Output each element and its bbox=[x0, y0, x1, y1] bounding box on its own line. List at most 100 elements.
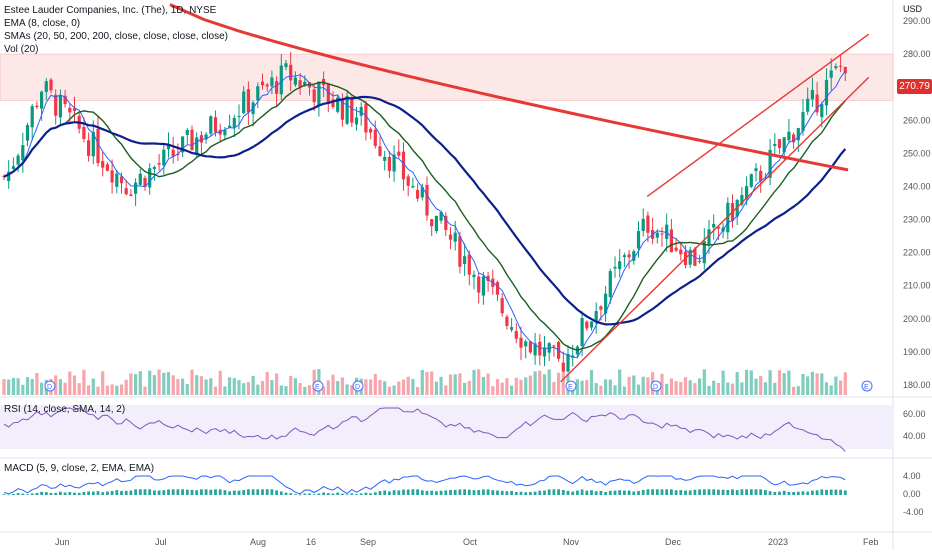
macd-histogram-bar bbox=[143, 489, 147, 495]
volume-bar bbox=[364, 379, 368, 395]
volume-bar bbox=[810, 371, 814, 395]
legend-smas[interactable]: SMAs (20, 50, 200, 200, close, close, cl… bbox=[4, 31, 228, 42]
macd-histogram-bar bbox=[449, 489, 452, 495]
candle-body bbox=[514, 331, 518, 339]
volume-bar bbox=[721, 370, 725, 395]
volume-bar bbox=[171, 375, 175, 395]
macd-histogram-bar bbox=[322, 492, 325, 495]
macd-histogram-bar bbox=[181, 489, 184, 495]
candle-body bbox=[712, 223, 716, 228]
macd-histogram-bar bbox=[200, 489, 203, 495]
rsi-line bbox=[3, 407, 846, 452]
rsi-tick-label: 40.00 bbox=[903, 431, 926, 441]
macd-histogram-bar bbox=[218, 489, 222, 495]
macd-histogram-bar bbox=[435, 491, 438, 495]
macd-histogram-bar bbox=[124, 490, 128, 495]
volume-bar bbox=[77, 383, 81, 395]
macd-histogram-bar bbox=[749, 489, 753, 495]
macd-histogram-bar bbox=[430, 490, 434, 495]
volume-bar bbox=[580, 380, 584, 395]
candle-body bbox=[148, 168, 152, 188]
volume-bar bbox=[218, 370, 222, 395]
legend-vol[interactable]: Vol (20) bbox=[4, 44, 39, 55]
macd-histogram-bar bbox=[801, 491, 805, 495]
candle-body bbox=[420, 187, 424, 198]
candle-body bbox=[439, 211, 443, 221]
volume-bar bbox=[209, 378, 213, 395]
volume-bar bbox=[448, 374, 453, 395]
macd-histogram-bar bbox=[106, 491, 109, 495]
candle-body bbox=[72, 108, 77, 112]
macd-histogram-bar bbox=[21, 493, 25, 495]
sma-navy-line bbox=[3, 95, 847, 326]
volume-bar bbox=[72, 375, 77, 395]
candle-body bbox=[477, 276, 481, 293]
macd-histogram-bar bbox=[655, 489, 659, 495]
macd-histogram-bar bbox=[674, 490, 678, 495]
rsi-label[interactable]: RSI (14, close, SMA, 14, 2) bbox=[4, 404, 126, 415]
candle-body bbox=[96, 129, 100, 164]
volume-bar bbox=[162, 372, 166, 395]
macd-histogram-bar bbox=[543, 490, 546, 495]
price-tick-label: 250.00 bbox=[903, 148, 931, 158]
macd-histogram-bar bbox=[679, 490, 683, 495]
volume-bar bbox=[275, 373, 279, 395]
volume-bar bbox=[425, 371, 429, 395]
macd-histogram-bar bbox=[420, 490, 424, 495]
volume-bar bbox=[307, 385, 312, 395]
volume-bar bbox=[481, 376, 485, 395]
macd-histogram-bar bbox=[693, 489, 697, 495]
candle-body bbox=[467, 254, 471, 275]
legend-ema[interactable]: EMA (8, close, 0) bbox=[4, 18, 81, 29]
volume-bar bbox=[726, 382, 730, 395]
legend: Estee Lauder Companies, Inc. (The), 1D, … bbox=[4, 4, 228, 56]
volume-bar bbox=[792, 386, 796, 395]
volume-bar bbox=[199, 376, 203, 395]
candle-body bbox=[162, 149, 166, 166]
price-tick-label: 200.00 bbox=[903, 314, 931, 324]
volume-bar bbox=[796, 386, 800, 395]
volume-bar bbox=[25, 377, 30, 395]
candle-body bbox=[275, 81, 279, 94]
macd-label[interactable]: MACD (5, 9, close, 2, EMA, EMA) bbox=[4, 463, 155, 474]
candle-body bbox=[759, 170, 763, 182]
rsi-tick-label: 60.00 bbox=[903, 409, 926, 419]
macd-histogram-bar bbox=[533, 491, 537, 495]
volume-bar bbox=[613, 385, 617, 395]
volume-bar bbox=[397, 381, 401, 395]
candle-body bbox=[627, 254, 631, 258]
candle-body bbox=[157, 162, 161, 165]
time-axis-label: 2023 bbox=[768, 537, 788, 547]
volume-bar bbox=[528, 375, 532, 395]
ema8-line bbox=[3, 70, 846, 358]
volume-bar bbox=[542, 374, 547, 395]
candle-body bbox=[416, 190, 420, 199]
candle-body bbox=[669, 229, 673, 253]
volume-bar bbox=[185, 383, 189, 395]
volume-bar bbox=[416, 386, 420, 395]
candle-body bbox=[763, 177, 767, 179]
macd-histogram-bar bbox=[782, 490, 786, 495]
event-marker-label: E bbox=[315, 384, 320, 391]
volume-bar bbox=[434, 381, 438, 395]
volume-bar bbox=[387, 386, 391, 395]
candle-body bbox=[49, 79, 53, 91]
candle-body bbox=[392, 154, 396, 172]
candle-body bbox=[289, 64, 293, 81]
volume-bar bbox=[707, 385, 711, 395]
volume-bar bbox=[340, 377, 344, 395]
chart-title: Estee Lauder Companies, Inc. (The), 1D, … bbox=[4, 5, 217, 16]
candle-body bbox=[792, 134, 796, 143]
volume-bar bbox=[204, 379, 208, 395]
macd-histogram-bar bbox=[792, 491, 795, 495]
candle-body bbox=[87, 140, 91, 156]
macd-line bbox=[3, 475, 846, 495]
volume-bar bbox=[124, 379, 128, 395]
macd-histogram-bar bbox=[740, 489, 744, 495]
volume-bar bbox=[392, 385, 396, 395]
candle-body bbox=[331, 99, 335, 107]
candle-body bbox=[444, 215, 448, 230]
macd-histogram-bar bbox=[308, 493, 311, 495]
